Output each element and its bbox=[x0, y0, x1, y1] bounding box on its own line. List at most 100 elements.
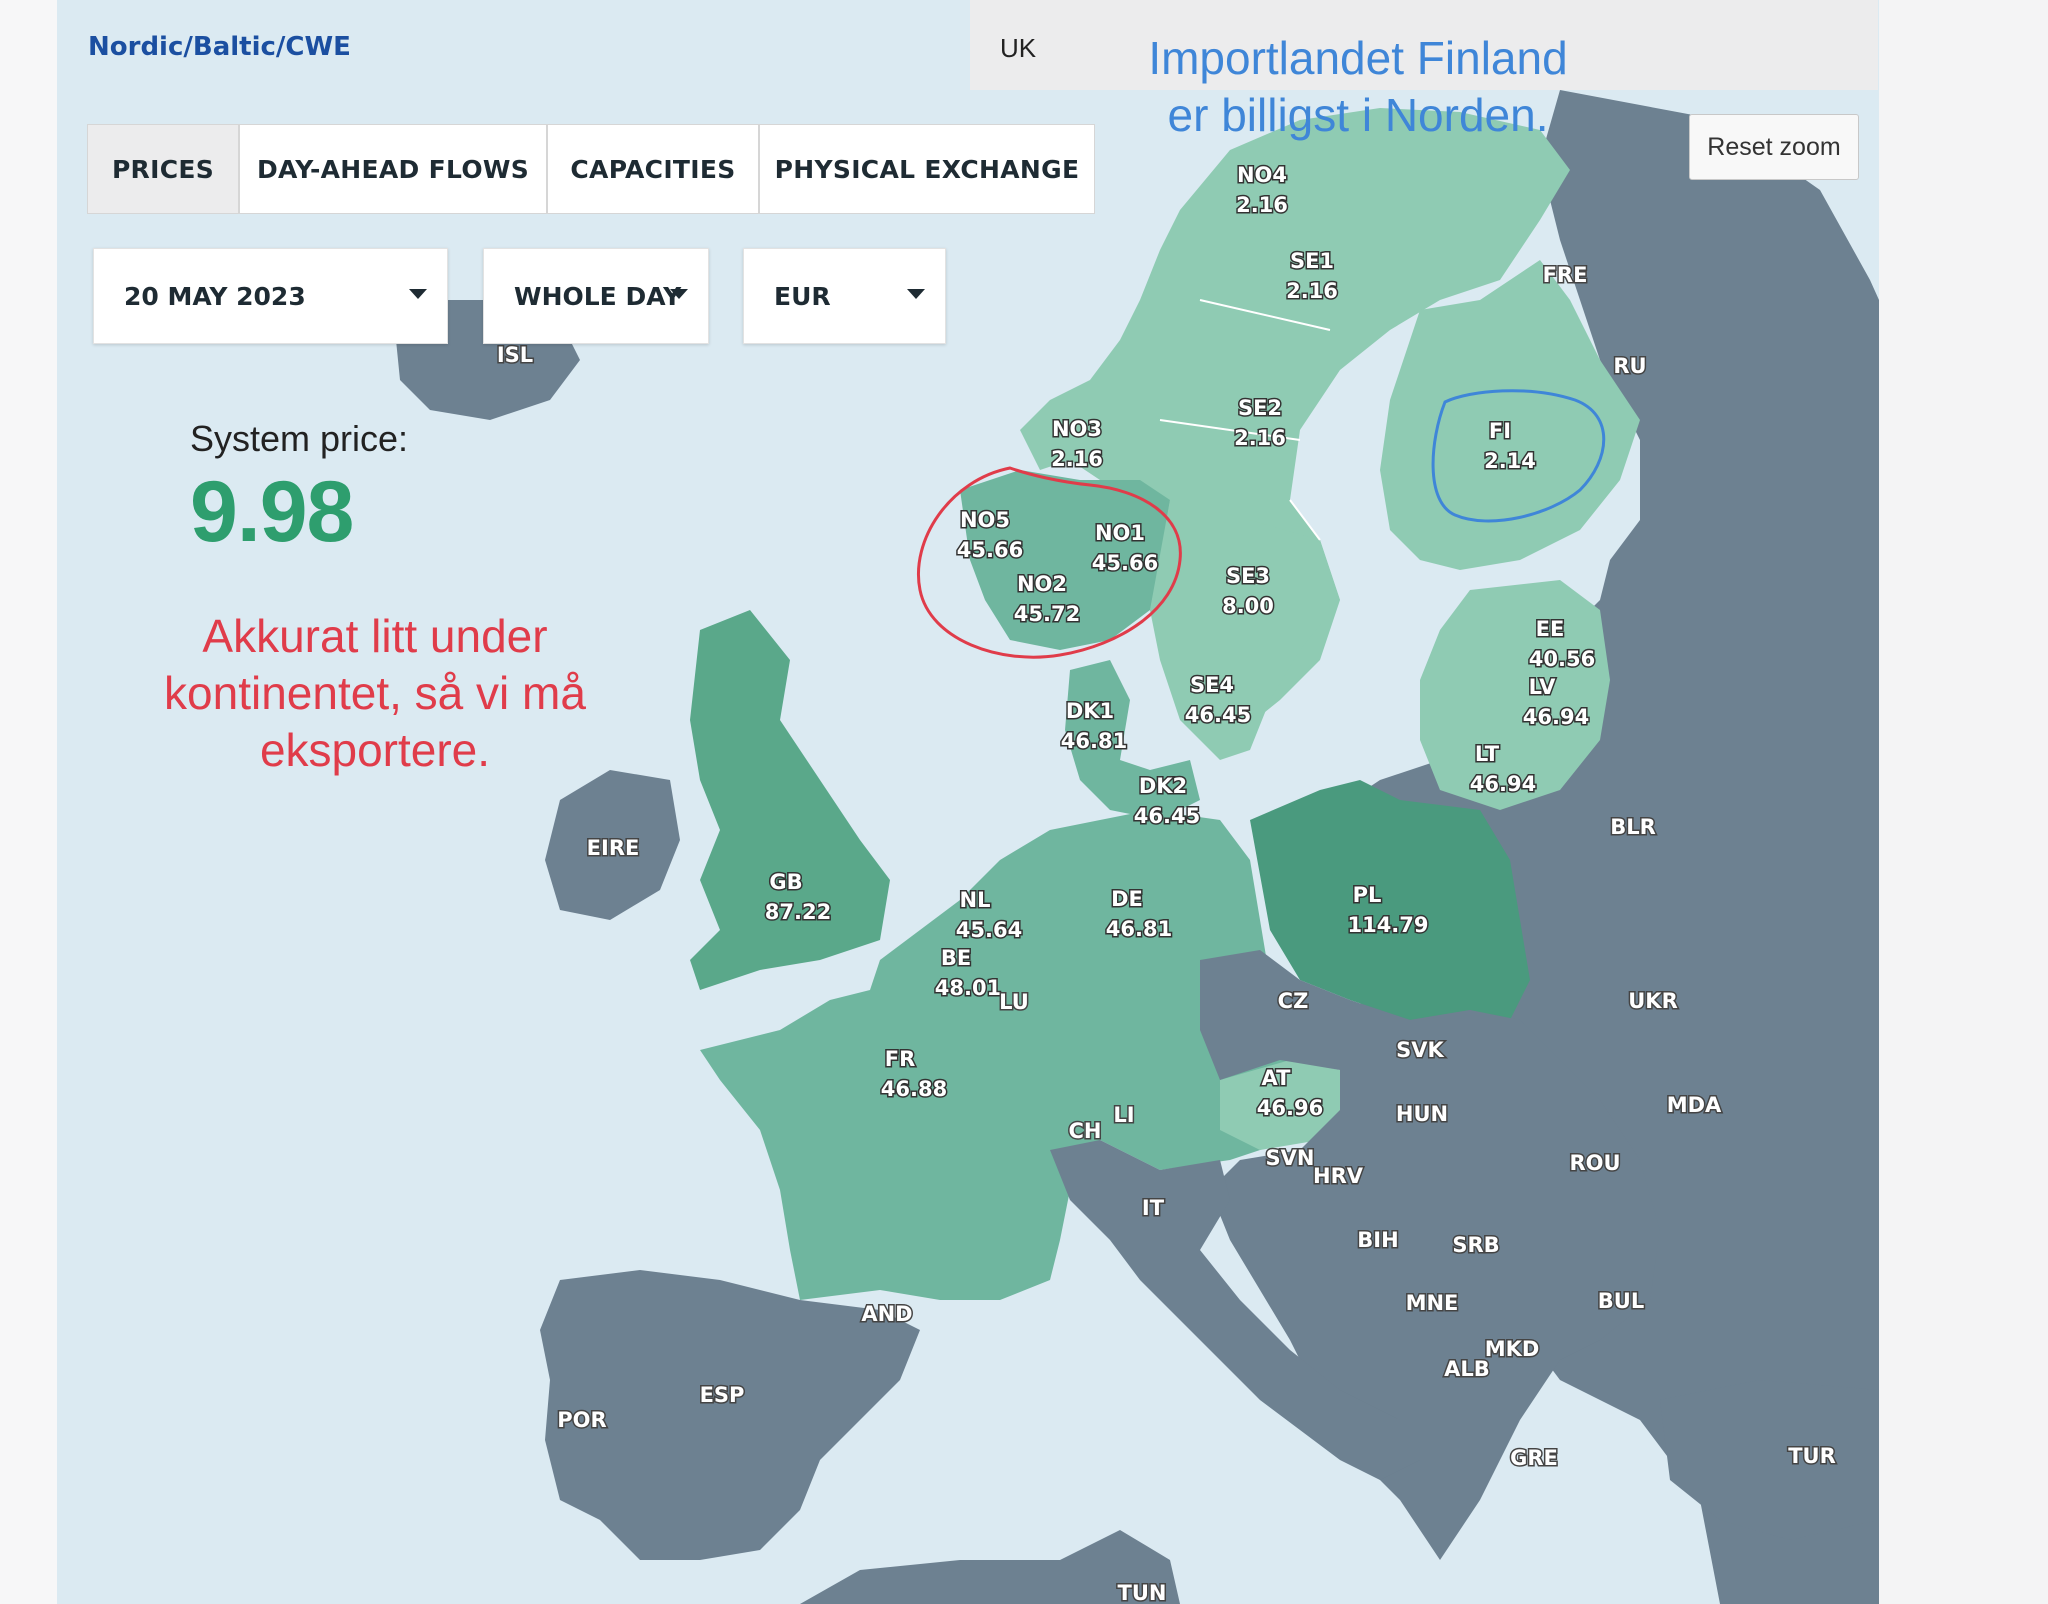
region-tab-nordic[interactable]: Nordic/Baltic/CWE bbox=[88, 32, 351, 62]
turkey-region[interactable] bbox=[1660, 1380, 1879, 1540]
zone-label-se4: SE4 bbox=[1190, 673, 1234, 697]
country-label-fre: FRE bbox=[1543, 263, 1588, 287]
zone-label-be: BE bbox=[941, 946, 971, 970]
country-label-it: IT bbox=[1142, 1196, 1165, 1220]
zone-price-dk2: 46.45 bbox=[1134, 804, 1200, 828]
zone-price-se4: 46.45 bbox=[1185, 703, 1251, 727]
country-label-tun: TUN bbox=[1118, 1581, 1167, 1604]
chevron-down-icon bbox=[907, 289, 925, 299]
southern-norway-region[interactable] bbox=[960, 470, 1170, 650]
reset-zoom-button[interactable]: Reset zoom bbox=[1689, 114, 1859, 180]
zone-label-pl: PL bbox=[1353, 883, 1382, 907]
country-label-bul: BUL bbox=[1598, 1289, 1644, 1313]
central-europe-region[interactable] bbox=[1200, 950, 1660, 1560]
poland-region[interactable] bbox=[1250, 780, 1530, 1020]
zone-price-pl: 114.79 bbox=[1347, 913, 1428, 937]
ireland-region[interactable] bbox=[545, 770, 680, 920]
tab-physical-exchange[interactable]: PHYSICAL EXCHANGE bbox=[759, 124, 1095, 214]
currency-select[interactable]: EUR bbox=[743, 248, 946, 344]
currency-select-value: EUR bbox=[774, 281, 831, 311]
chevron-down-icon bbox=[670, 289, 688, 299]
country-label-svn: SVN bbox=[1266, 1146, 1315, 1170]
zone-price-se2: 2.16 bbox=[1234, 426, 1286, 450]
italy-region[interactable] bbox=[1050, 1140, 1420, 1480]
country-label-blr: BLR bbox=[1610, 815, 1656, 839]
zone-price-lv: 46.94 bbox=[1523, 705, 1589, 729]
date-select-value: 20 MAY 2023 bbox=[124, 281, 306, 311]
zone-price-fr: 46.88 bbox=[881, 1077, 947, 1101]
country-label-alb: ALB bbox=[1444, 1357, 1490, 1381]
country-label-gre: GRE bbox=[1510, 1446, 1558, 1470]
red-annotation-circle bbox=[917, 466, 1182, 659]
zone-price-no1: 45.66 bbox=[1092, 551, 1158, 575]
country-label-li: LI bbox=[1113, 1103, 1134, 1127]
denmark-region[interactable] bbox=[1065, 660, 1200, 820]
zone-price-fi: 2.14 bbox=[1484, 449, 1536, 473]
zone-price-dk1: 46.81 bbox=[1061, 729, 1127, 753]
country-label-hun: HUN bbox=[1396, 1102, 1448, 1126]
tab-prices[interactable]: PRICES bbox=[87, 124, 239, 214]
zone-label-no2: NO2 bbox=[1017, 572, 1067, 596]
view-tabs: PRICES DAY-AHEAD FLOWS CAPACITIES PHYSIC… bbox=[87, 124, 1095, 216]
blue-annotation-circle bbox=[1431, 389, 1606, 523]
period-select-value: WHOLE DAY bbox=[514, 281, 682, 311]
sweden-divider-lines bbox=[1159, 299, 1331, 541]
country-label-mda: MDA bbox=[1667, 1093, 1722, 1117]
period-select[interactable]: WHOLE DAY bbox=[483, 248, 709, 344]
country-label-mkd: MKD bbox=[1485, 1337, 1540, 1361]
zone-price-se1: 2.16 bbox=[1286, 279, 1338, 303]
zone-label-fr: FR bbox=[885, 1047, 916, 1071]
zone-price-gb: 87.22 bbox=[765, 900, 831, 924]
zone-label-se3: SE3 bbox=[1226, 564, 1270, 588]
zone-label-se1: SE1 bbox=[1290, 249, 1334, 273]
zone-price-no4: 2.16 bbox=[1236, 193, 1288, 217]
country-label-ch: CH bbox=[1069, 1119, 1102, 1143]
zone-label-ee: EE bbox=[1536, 617, 1565, 641]
country-label-and: AND bbox=[861, 1302, 912, 1326]
country-label-hrv: HRV bbox=[1313, 1164, 1364, 1188]
austria-region[interactable] bbox=[1220, 1060, 1350, 1150]
zone-label-fi: FI bbox=[1489, 419, 1511, 443]
zone-label-no1: NO1 bbox=[1095, 521, 1145, 545]
annotation-blue-line-1: Importlandet Finland bbox=[1148, 32, 1568, 84]
zone-label-lt: LT bbox=[1475, 742, 1500, 766]
zone-price-no2: 45.72 bbox=[1014, 602, 1080, 626]
great-britain-region[interactable] bbox=[690, 610, 890, 990]
country-label-isl: ISL bbox=[497, 343, 533, 367]
zone-label-gb: GB bbox=[769, 870, 802, 894]
zone-label-de: DE bbox=[1111, 887, 1143, 911]
zone-label-nl: NL bbox=[960, 888, 991, 912]
zone-price-de: 46.81 bbox=[1106, 917, 1172, 941]
tab-capacities[interactable]: CAPACITIES bbox=[547, 124, 759, 214]
zone-label-se2: SE2 bbox=[1238, 396, 1282, 420]
baltics-region[interactable] bbox=[1420, 580, 1610, 810]
country-label-mne: MNE bbox=[1406, 1291, 1459, 1315]
country-label-esp: ESP bbox=[700, 1383, 745, 1407]
tab-day-ahead-flows[interactable]: DAY-AHEAD FLOWS bbox=[239, 124, 547, 214]
country-label-srb: SRB bbox=[1452, 1233, 1499, 1257]
annotation-red-text: Akkurat litt under kontinentet, så vi må… bbox=[164, 610, 586, 776]
iberia-region[interactable] bbox=[540, 1270, 920, 1560]
cwe-region[interactable] bbox=[700, 810, 1330, 1300]
system-price-label: System price: bbox=[190, 418, 409, 459]
uk-tab[interactable]: UK bbox=[1000, 33, 1037, 63]
page-margin bbox=[1879, 0, 2048, 1604]
country-label-lu: LU bbox=[999, 990, 1029, 1014]
zone-price-be: 48.01 bbox=[935, 976, 1001, 1000]
country-label-eire: EIRE bbox=[587, 836, 640, 860]
zone-price-lt: 46.94 bbox=[1470, 772, 1536, 796]
date-select[interactable]: 20 MAY 2023 bbox=[93, 248, 448, 344]
country-label-ukr: UKR bbox=[1628, 989, 1678, 1013]
south-sweden-region[interactable] bbox=[1150, 500, 1340, 760]
chevron-down-icon bbox=[409, 289, 427, 299]
zone-label-dk2: DK2 bbox=[1139, 774, 1187, 798]
country-label-tur: TUR bbox=[1788, 1444, 1836, 1468]
zone-price-no5: 45.66 bbox=[957, 538, 1023, 562]
zone-price-no3: 2.16 bbox=[1051, 447, 1103, 471]
north-africa-region[interactable] bbox=[800, 1530, 1180, 1604]
zone-price-se3: 8.00 bbox=[1222, 594, 1274, 618]
zone-label-no3: NO3 bbox=[1052, 417, 1102, 441]
zone-label-at: AT bbox=[1262, 1066, 1292, 1090]
